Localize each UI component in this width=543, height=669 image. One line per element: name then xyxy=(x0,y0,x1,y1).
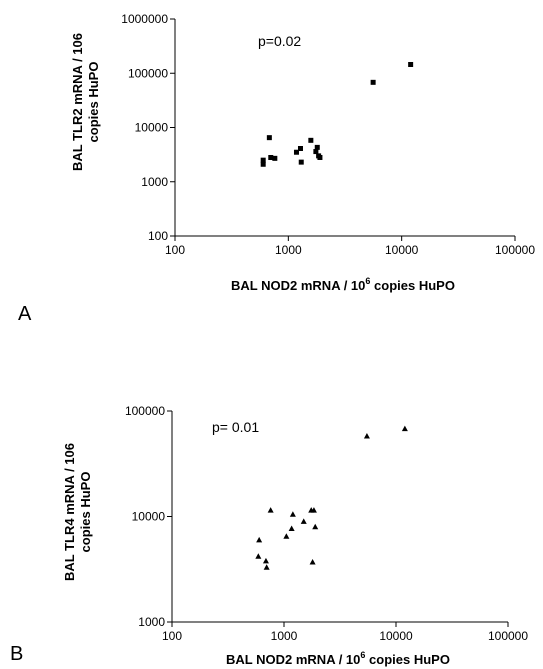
data-point xyxy=(308,137,314,143)
data-point xyxy=(260,157,266,163)
x-axis-label: BAL NOD2 mRNA / 106 copies HuPO xyxy=(231,276,455,293)
y-tick-label: 1000 xyxy=(141,175,168,189)
data-point xyxy=(260,161,266,167)
y-tick-label: 1000 xyxy=(138,615,165,629)
x-tick-label: 100 xyxy=(162,629,182,643)
y-axis-label-line-2: copies HuPO xyxy=(86,62,101,143)
y-tick-label: 10000 xyxy=(132,510,166,524)
y-tick-label: 10000 xyxy=(135,121,169,135)
data-point xyxy=(256,536,263,543)
x-tick-label: 10000 xyxy=(379,629,413,643)
x-axis-label: BAL NOD2 mRNA / 106 copies HuPO xyxy=(226,650,450,667)
x-tick-label: 100 xyxy=(165,243,185,257)
y-axis-label-line-1: BAL TLR2 mRNA / 106 xyxy=(70,33,85,171)
x-tick-label: 1000 xyxy=(275,243,302,257)
data-point xyxy=(266,135,272,141)
data-point xyxy=(313,149,319,155)
data-point xyxy=(293,149,299,155)
data-point xyxy=(298,159,304,165)
data-point xyxy=(314,144,320,150)
data-point xyxy=(370,79,376,85)
data-point xyxy=(300,518,307,524)
data-point xyxy=(408,61,414,67)
panel-label-b: B xyxy=(10,643,23,665)
data-point xyxy=(283,533,290,539)
data-point xyxy=(363,432,370,439)
x-tick-label: 10000 xyxy=(385,243,419,257)
y-tick-label: 100 xyxy=(148,229,168,243)
x-tick-label: 100000 xyxy=(495,243,535,257)
data-point xyxy=(268,154,274,160)
data-point xyxy=(309,559,316,565)
data-point xyxy=(297,146,303,152)
data-point xyxy=(401,425,408,432)
scatter-panel-a: p=0.02 BAL TLR2 mRNA / 106 copies HuPO B… xyxy=(18,12,535,325)
data-point xyxy=(310,507,317,513)
panel-label-a: A xyxy=(18,303,32,325)
x-tick-label: 1000 xyxy=(271,629,298,643)
data-point xyxy=(272,155,278,161)
data-point xyxy=(289,511,296,517)
data-point xyxy=(317,154,323,160)
data-point xyxy=(263,564,270,570)
data-point xyxy=(255,553,262,559)
data-point xyxy=(262,557,269,564)
y-tick-label: 1000000 xyxy=(121,12,168,26)
data-point xyxy=(288,525,295,531)
y-tick-label: 100000 xyxy=(125,404,165,418)
p-value-annotation: p=0.02 xyxy=(258,33,301,49)
y-axis-label-line-1: BAL TLR4 mRNA / 106 xyxy=(62,443,77,581)
data-point xyxy=(267,507,274,513)
y-axis-label-line-2: copies HuPO xyxy=(78,472,93,553)
x-tick-label: 100000 xyxy=(488,629,528,643)
data-point xyxy=(312,523,319,530)
y-tick-label: 100000 xyxy=(128,66,168,80)
scatter-panel-b: p= 0.01 BAL TLR4 mRNA / 106 copies HuPO … xyxy=(10,404,528,667)
p-value-annotation: p= 0.01 xyxy=(212,419,259,435)
